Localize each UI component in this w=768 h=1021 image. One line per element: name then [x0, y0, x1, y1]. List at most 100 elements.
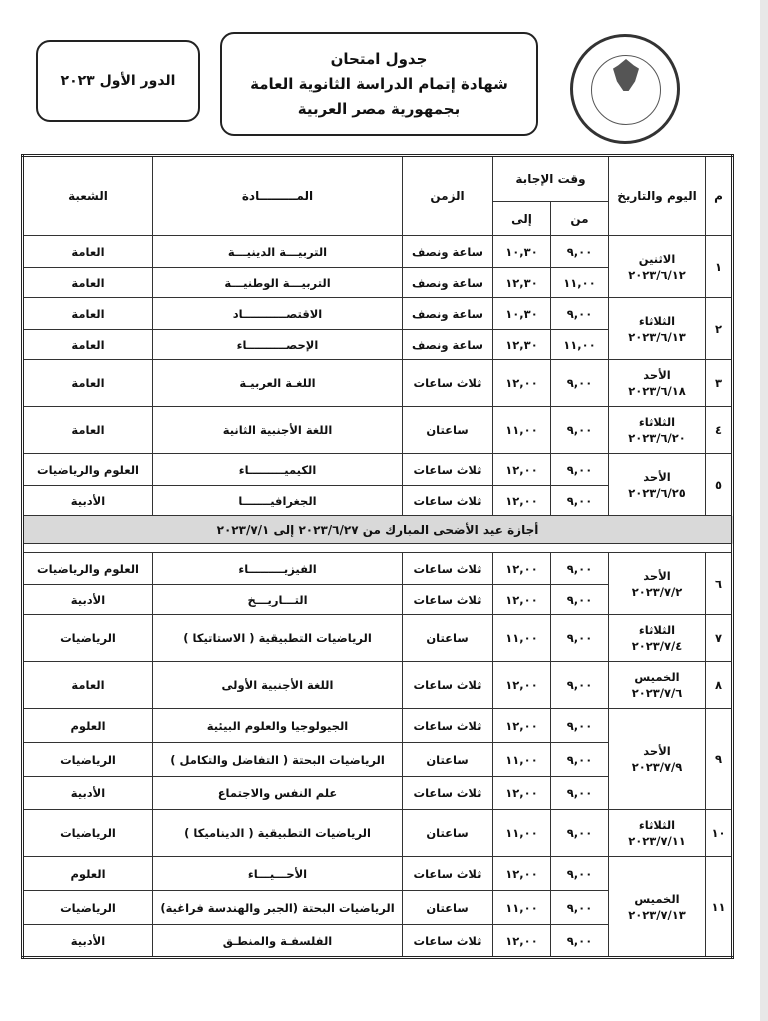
- branch: العامة: [22, 359, 153, 407]
- time-from: ٩,٠٠: [550, 297, 609, 330]
- table-row: ٩,٠٠ ١١,٠٠ ساعتان الرياضيات البحتة ( التفاض…: [22, 742, 733, 777]
- day-date-cell: الأحد ٢٠٢٣/٦/٢٥: [608, 453, 706, 516]
- header-subject: المـــــــــادة: [152, 155, 403, 236]
- duration: ساعتان: [402, 809, 493, 857]
- day-number: ٥: [705, 453, 733, 516]
- duration: ساعتان: [402, 406, 493, 454]
- table-row: ٥ الأحد ٢٠٢٣/٦/٢٥ ٩,٠٠ ١٢,٠٠ ثلاث ساعات الكيمي…: [22, 453, 733, 516]
- duration: ثلاث ساعات: [402, 552, 493, 585]
- exam-date: ٢٠٢٣/٧/٢: [631, 584, 683, 599]
- time-from: ٩,٠٠: [550, 661, 609, 709]
- header-day-date: اليوم والتاريخ: [608, 155, 706, 236]
- day-number: ٧: [705, 614, 733, 662]
- title-line-2: شهادة إتمام الدراسة الثانوية العامة: [250, 74, 508, 93]
- table-row: ٩ الأحد ٢٠٢٣/٧/٩ ٩,٠٠ ١٢,٠٠ ثلاث ساعات الجيولو…: [22, 708, 733, 810]
- day-date-cell: الخميس ٢٠٢٣/٧/٦: [608, 661, 706, 709]
- branch: الرياضيات: [22, 742, 153, 777]
- exam-schedule-table: م اليوم والتاريخ وقت الإجابة الزمن المــ…: [21, 154, 734, 959]
- subject: التـــاريـــخ: [152, 584, 403, 615]
- branch: العلوم والرياضيات: [22, 552, 153, 585]
- exam-date: ٢٠٢٣/٧/١٣: [628, 907, 686, 922]
- exam-date: ٢٠٢٣/٦/٢٠: [628, 431, 686, 445]
- round-label: الدور الأول ٢٠٢٣: [60, 73, 176, 89]
- time-from: ٩,٠٠: [550, 453, 609, 486]
- time-to: ١١,٠٠: [492, 406, 551, 454]
- day-name: الخميس: [634, 670, 680, 684]
- time-from: ٩,٠٠: [550, 406, 609, 454]
- branch: العامة: [22, 329, 153, 360]
- table-row: ٩,٠٠ ١٢,٠٠ ثلاث ساعات الجغرافيـــــــا الأدب…: [22, 485, 733, 516]
- header-to: إلى: [492, 201, 551, 236]
- day-number: ١١: [705, 856, 733, 958]
- day-name: الأحد: [643, 469, 671, 484]
- table-row: ٤ الثلاثاء ٢٠٢٣/٦/٢٠ ٩,٠٠ ١١,٠٠ ساعتان اللغة ا…: [22, 406, 733, 454]
- duration: ثلاث ساعات: [402, 856, 493, 891]
- spacer: [22, 543, 733, 553]
- time-from: ٩,٠٠: [550, 235, 609, 268]
- time-to: ١٢,٠٠: [492, 453, 551, 486]
- ministry-logo: [570, 34, 680, 144]
- duration: ساعة ونصف: [402, 297, 493, 330]
- title-box: جدول امتحان شهادة إتمام الدراسة الثانوية…: [220, 32, 538, 136]
- duration: ثلاث ساعات: [402, 584, 493, 615]
- title-line-3: بجمهورية مصر العربية: [297, 99, 461, 118]
- time-from: ١١,٠٠: [550, 267, 609, 298]
- round-box: الدور الأول ٢٠٢٣: [36, 40, 200, 122]
- branch: العامة: [22, 661, 153, 709]
- time-to: ١٢,٣٠: [492, 267, 551, 298]
- branch: العلوم: [22, 856, 153, 891]
- branch: العلوم: [22, 708, 153, 743]
- subject: الرياضيات التطبيقية ( الاستاتيكا ): [152, 614, 403, 662]
- branch: الأدبية: [22, 776, 153, 810]
- day-name: الاثنين: [638, 251, 676, 266]
- subject: الاقتصـــــــــــاد: [152, 297, 403, 330]
- time-from: ٩,٠٠: [550, 776, 609, 810]
- day-date-cell: الخميس ٢٠٢٣/٧/١٣: [608, 856, 706, 958]
- table-row: ٨ الخميس ٢٠٢٣/٧/٦ ٩,٠٠ ١٢,٠٠ ثلاث ساعات اللغة …: [22, 661, 733, 709]
- duration: ثلاث ساعات: [402, 661, 493, 709]
- day-date-cell: الأحد ٢٠٢٣/٧/٩: [608, 708, 706, 810]
- time-from: ٩,٠٠: [550, 742, 609, 777]
- exam-date: ٢٠٢٣/٧/٤: [631, 639, 683, 653]
- subject: الرياضيات البحتة (الجبر والهندسة فراغية): [152, 890, 403, 925]
- day-name: الخميس: [634, 891, 680, 906]
- spacer-row: [22, 543, 733, 553]
- header-num: م: [705, 155, 733, 236]
- table-row: ٣ الأحد ٢٠٢٣/٦/١٨ ٩,٠٠ ١٢,٠٠ ثلاث ساعات اللغـة…: [22, 359, 733, 407]
- exam-date: ٢٠٢٣/٧/٩: [631, 760, 683, 774]
- subject: الإحصــــــــــاء: [152, 329, 403, 360]
- table-row: ٦ الأحد ٢٠٢٣/٧/٢ ٩,٠٠ ١٢,٠٠ ثلاث ساعات الفيزيـ…: [22, 552, 733, 615]
- subject: التربيـــة الوطنيـــة: [152, 267, 403, 298]
- subject: الكيميـــــــــاء: [152, 453, 403, 486]
- duration: ساعتان: [402, 614, 493, 662]
- subject: التربيـــة الدينيـــة: [152, 235, 403, 268]
- time-to: ١١,٠٠: [492, 890, 551, 925]
- exam-date: ٢٠٢٣/٦/١٣: [628, 329, 686, 344]
- subject: الفلسفـة والمنطـق: [152, 924, 403, 958]
- exam-date: ٢٠٢٣/٦/١٨: [628, 384, 686, 398]
- time-from: ١١,٠٠: [550, 329, 609, 360]
- time-to: ١٢,٠٠: [492, 552, 551, 585]
- table-row: ١ الاثنين ٢٠٢٣/٦/١٢ ٩,٠٠ ١٠,٣٠ ساعة ونصف الترب…: [22, 235, 733, 298]
- day-number: ١٠: [705, 809, 733, 857]
- time-from: ٩,٠٠: [550, 890, 609, 925]
- subject: الرياضيات التطبيقية ( الديناميكا ): [152, 809, 403, 857]
- time-to: ١١,٠٠: [492, 742, 551, 777]
- subject: علم النفس والاجتماع: [152, 776, 403, 810]
- header-from: من: [550, 201, 609, 236]
- duration: ساعتان: [402, 742, 493, 777]
- subject: الرياضيات البحتة ( التفاضل والتكامل ): [152, 742, 403, 777]
- day-date-cell: الأحد ٢٠٢٣/٧/٢: [608, 552, 706, 615]
- exam-date: ٢٠٢٣/٦/٢٥: [628, 485, 686, 500]
- time-to: ١٢,٠٠: [492, 856, 551, 891]
- day-name: الثلاثاء: [638, 415, 676, 429]
- duration: ساعتان: [402, 890, 493, 925]
- table-row: ١١ الخميس ٢٠٢٣/٧/١٣ ٩,٠٠ ١٢,٠٠ ثلاث ساعات الأح…: [22, 856, 733, 958]
- page-edge: [760, 0, 768, 1021]
- time-to: ١١,٠٠: [492, 809, 551, 857]
- time-to: ١٠,٣٠: [492, 235, 551, 268]
- time-from: ٩,٠٠: [550, 708, 609, 743]
- day-name: الأحد: [643, 744, 671, 758]
- branch: العامة: [22, 297, 153, 330]
- branch: الأدبية: [22, 924, 153, 958]
